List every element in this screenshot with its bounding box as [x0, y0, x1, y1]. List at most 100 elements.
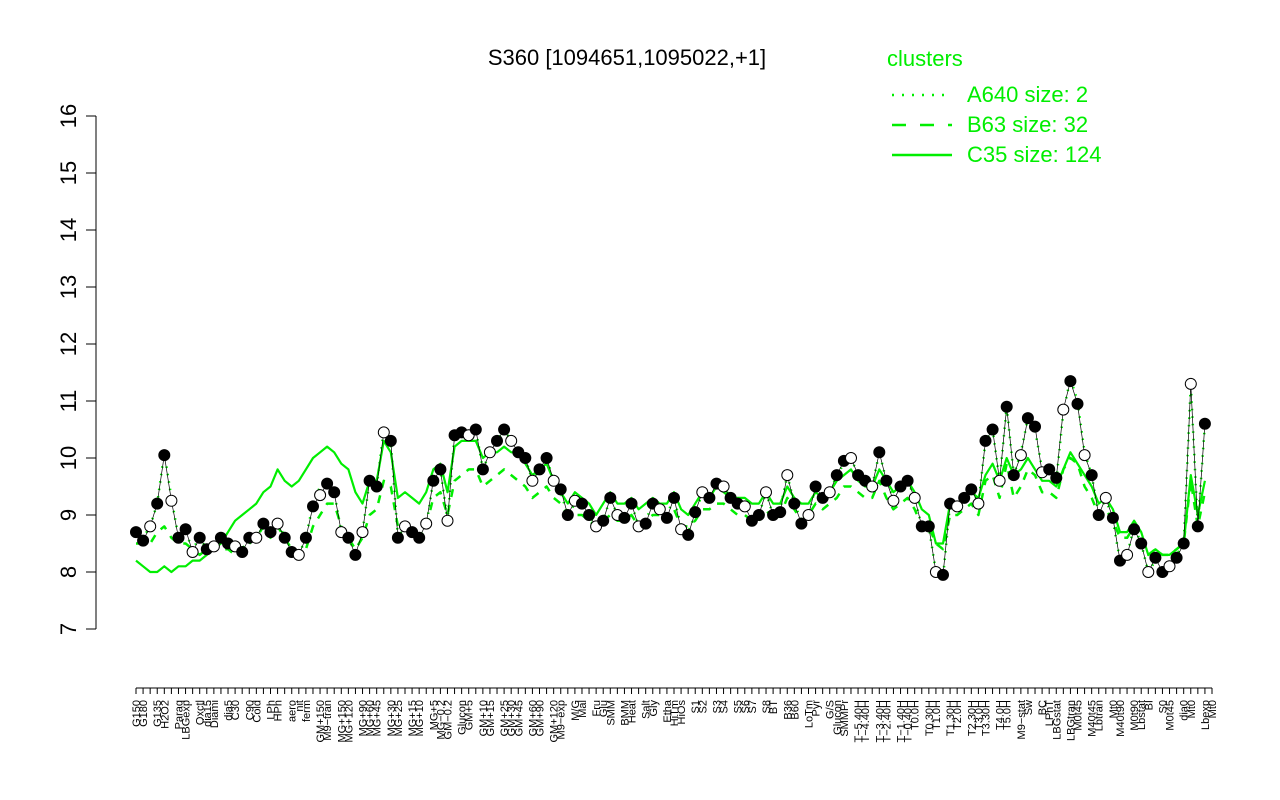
data-point — [526, 474, 539, 487]
data-point — [137, 534, 150, 547]
data-point — [752, 509, 765, 521]
data-point — [540, 452, 553, 464]
data-point — [1142, 566, 1155, 578]
x-tick-label: GM−0.2 — [443, 700, 455, 739]
data-point — [774, 506, 787, 519]
legend-title: clusters — [887, 46, 963, 71]
x-tick-label: MG+60 — [365, 700, 377, 736]
data-point — [172, 531, 185, 544]
x-tick-label: BC — [1037, 700, 1049, 715]
data-point — [264, 526, 277, 539]
data-point — [1071, 397, 1084, 410]
x-tick-label: ferm — [301, 700, 313, 722]
data-point — [823, 486, 836, 499]
y-tick-label: 8 — [56, 566, 81, 578]
x-tick-label: T−5.40H — [853, 700, 865, 743]
data-point — [519, 452, 532, 464]
legend-entry-a640: A640 size: 2 — [967, 82, 1088, 107]
x-tick-label: Salt — [641, 700, 653, 719]
data-point — [1177, 537, 1190, 550]
x-tick-label: G/S — [825, 700, 837, 719]
data-point — [349, 548, 362, 561]
x-tick-label: dia0 — [1179, 700, 1191, 721]
data-point — [1170, 551, 1183, 564]
data-point — [625, 497, 638, 510]
data-point — [1014, 449, 1027, 462]
data-point — [193, 531, 206, 544]
data-point — [788, 497, 801, 510]
x-tick-label: T−0.40H — [903, 700, 915, 743]
y-tick-label: 7 — [56, 623, 81, 635]
x-tick-label: H2O2 — [159, 700, 171, 729]
y-tick-label: 11 — [56, 390, 81, 413]
x-tick-label: GM+10 — [478, 700, 490, 736]
data-point — [314, 489, 327, 502]
x-tick-label: S3 — [712, 700, 724, 713]
series-line-dotted — [135, 376, 1207, 579]
x-tick-label: G135 — [152, 700, 164, 727]
x-tick-label: LPh — [266, 700, 278, 720]
data-point — [802, 509, 815, 521]
data-point — [547, 474, 560, 487]
x-tick-label: GM+90 — [535, 700, 547, 736]
x-tick-label: MG+10 — [414, 700, 426, 736]
data-point — [668, 491, 680, 504]
x-tick-label: Fru — [591, 700, 603, 717]
data-point — [908, 491, 921, 504]
x-tick-label: Mal — [577, 700, 589, 718]
data-point — [1198, 417, 1211, 430]
x-tick-label: Lbstat — [1136, 700, 1148, 730]
x-tick-label: T−1.40H — [896, 700, 908, 743]
x-tick-label: T4.0H — [995, 700, 1007, 730]
data-point — [483, 446, 496, 459]
data-point — [469, 423, 482, 436]
x-tick-label: T0.0H — [910, 700, 922, 730]
x-tick-label: T0.30H — [924, 700, 936, 736]
x-tick-label: S5 — [733, 700, 745, 713]
data-point — [434, 463, 447, 476]
x-tick-label: SMMPr — [839, 700, 851, 737]
x-tick-label: T3.30H — [981, 700, 993, 736]
data-point — [1043, 463, 1056, 476]
x-tick-label: LoTm — [804, 700, 816, 728]
data-point — [1064, 375, 1077, 388]
x-tick-label: LPhT — [1044, 700, 1056, 727]
data-point — [979, 434, 992, 447]
data-point — [130, 526, 142, 539]
x-tick-label: LBGtran — [1065, 700, 1077, 741]
data-point — [1021, 412, 1034, 425]
y-tick-label: 15 — [56, 161, 81, 185]
data-point — [873, 446, 886, 459]
data-point — [866, 480, 879, 493]
x-tick-label: MG+25 — [393, 700, 405, 736]
data-point — [958, 491, 971, 504]
x-tick-label: MG−0.2 — [435, 700, 447, 739]
data-point — [972, 497, 985, 510]
x-tick-label: GM+15 — [485, 700, 497, 736]
x-tick-label: M9−exp — [556, 700, 568, 739]
x-tick-label: LBGstat — [1051, 700, 1063, 740]
data-point — [639, 517, 652, 530]
legend-entry-b63: B63 size: 32 — [967, 112, 1088, 137]
data-point — [158, 449, 171, 462]
x-tick-label: S4 — [719, 700, 731, 713]
y-axis: 7 8 9 10 11 12 13 14 15 16 — [56, 104, 97, 635]
x-tick-label: Sw — [1023, 700, 1035, 715]
x-tick-label: C90 — [244, 700, 256, 720]
data-point — [476, 463, 489, 476]
x-tick-label: HiOs — [676, 700, 688, 725]
data-point — [257, 517, 270, 530]
data-point — [597, 514, 610, 527]
data-point — [144, 520, 157, 533]
x-tick-label: T−2.40H — [881, 700, 893, 743]
x-tick-label: MG+120 — [343, 700, 355, 743]
x-tick-label: MG+90 — [358, 700, 370, 736]
data-point — [1000, 400, 1013, 413]
data-point — [420, 517, 433, 530]
x-tick-label: MG+30 — [386, 700, 398, 736]
x-tick-label: GM+60 — [527, 700, 539, 736]
data-point — [561, 509, 574, 521]
x-tick-label: GM+45 — [513, 700, 525, 736]
